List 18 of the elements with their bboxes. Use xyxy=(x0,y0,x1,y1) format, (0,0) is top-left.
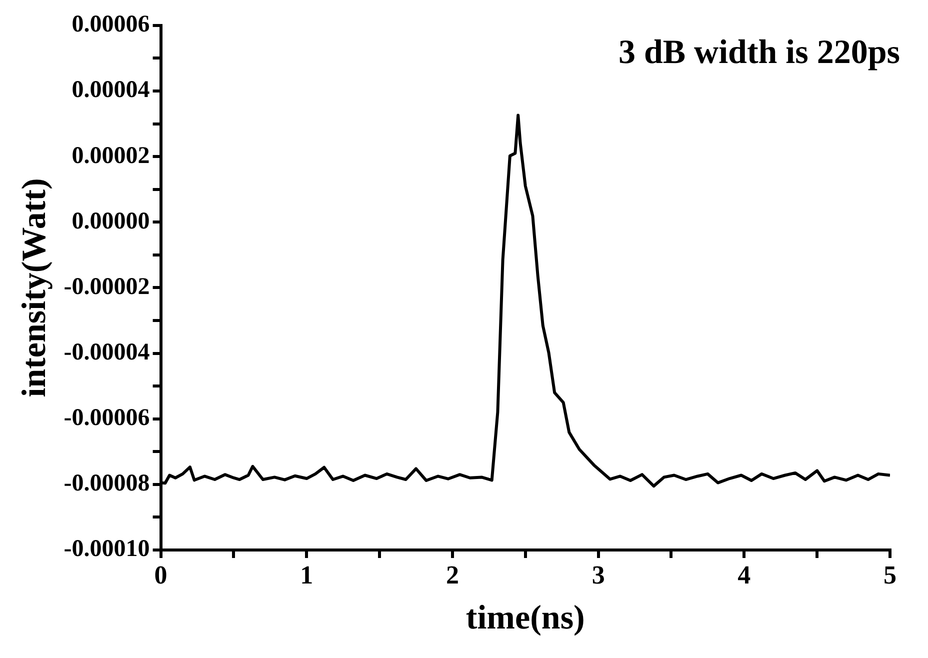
x-tick-label: 4 xyxy=(738,560,751,590)
y-tick-label: 0.00006 xyxy=(72,12,150,38)
annotation: 3 dB width is 220ps xyxy=(618,34,900,72)
y-tick-label: -0.00008 xyxy=(64,470,150,497)
y-tick-label: -0.00004 xyxy=(64,339,150,366)
y-tick-label: -0.00006 xyxy=(64,405,150,432)
x-tick-label: 0 xyxy=(154,560,168,590)
y-tick-label: 0.00002 xyxy=(72,142,150,169)
x-axis-title: time(ns) xyxy=(466,599,585,636)
y-tick-label: 0.00004 xyxy=(72,77,150,104)
y-axis-title: intensity(Watt) xyxy=(16,178,54,398)
x-tick-label: 2 xyxy=(446,560,459,590)
x-tick-label: 1 xyxy=(300,560,314,590)
y-tick-label: -0.00002 xyxy=(64,274,150,300)
y-tick-label: -0.00010 xyxy=(64,536,150,562)
x-tick-label: 5 xyxy=(884,560,896,590)
y-tick-label: 0.00000 xyxy=(72,208,150,234)
x-tick-label: 3 xyxy=(592,560,605,590)
